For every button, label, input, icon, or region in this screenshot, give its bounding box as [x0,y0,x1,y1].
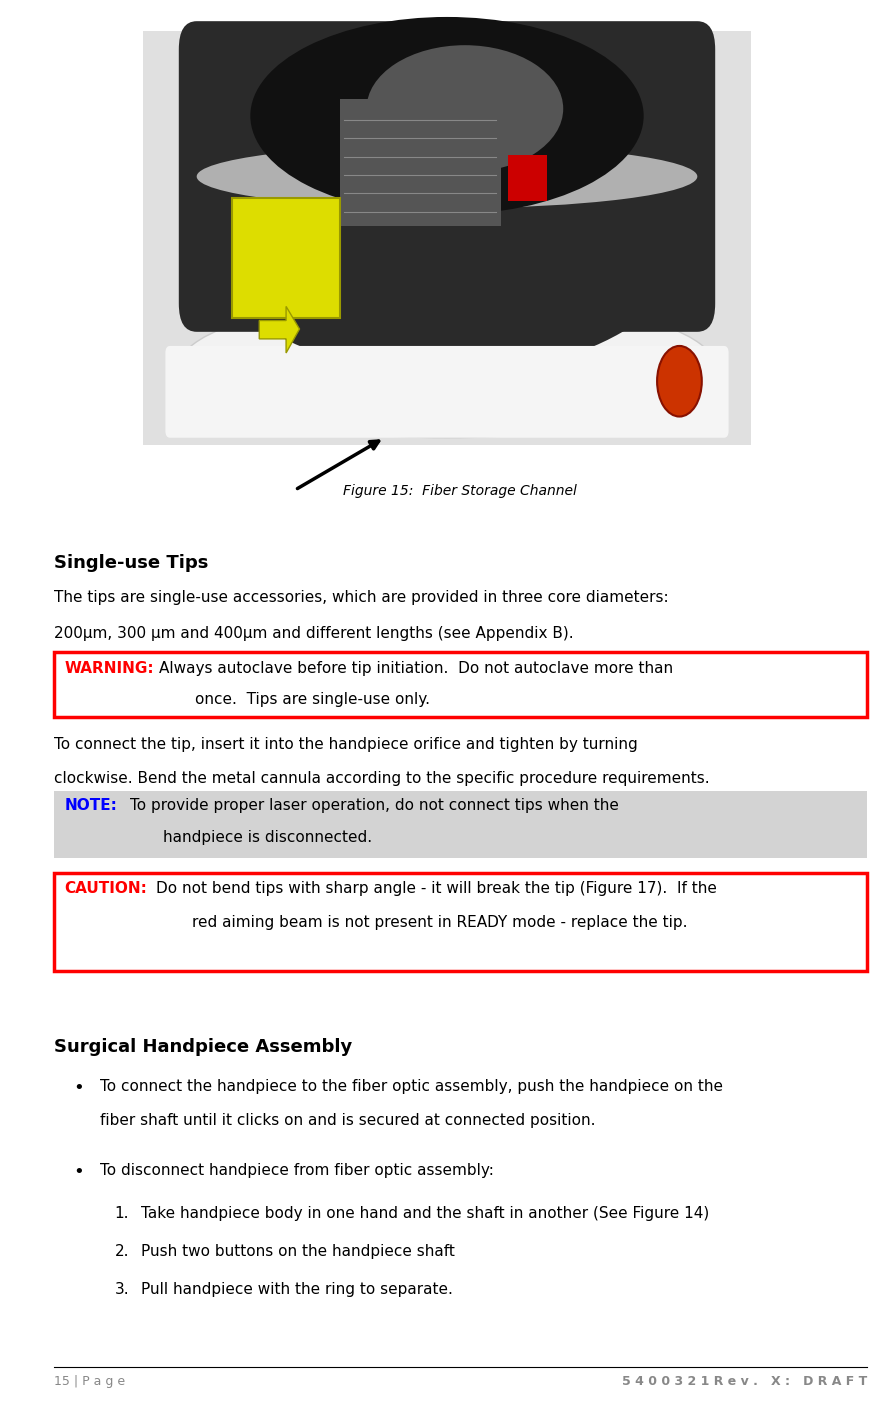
Ellipse shape [367,45,563,172]
Text: The tips are single-use accessories, which are provided in three core diameters:: The tips are single-use accessories, whi… [54,590,668,606]
Polygon shape [259,306,299,353]
Text: WARNING:: WARNING: [64,661,154,676]
Ellipse shape [197,144,697,208]
FancyBboxPatch shape [165,346,729,438]
Text: red aiming beam is not present in READY mode - replace the tip.: red aiming beam is not present in READY … [192,915,687,931]
Text: •: • [73,1079,84,1097]
Text: Always autoclave before tip initiation.  Do not autoclave more than: Always autoclave before tip initiation. … [159,661,673,676]
FancyBboxPatch shape [340,99,501,226]
FancyBboxPatch shape [54,791,867,858]
Text: 200μm, 300 μm and 400μm and different lengths (see Appendix B).: 200μm, 300 μm and 400μm and different le… [54,626,573,641]
Text: To connect the tip, insert it into the handpiece orifice and tighten by turning: To connect the tip, insert it into the h… [54,737,637,753]
Text: Do not bend tips with sharp angle - it will break the tip (Figure 17).  If the: Do not bend tips with sharp angle - it w… [156,881,717,897]
Ellipse shape [179,297,715,438]
Text: Figure 15:  Fiber Storage Channel: Figure 15: Fiber Storage Channel [343,484,578,498]
FancyBboxPatch shape [143,31,751,445]
FancyBboxPatch shape [54,652,867,717]
Ellipse shape [201,92,693,374]
Text: 5 4 0 0 3 2 1 R e v .   X :   D R A F T: 5 4 0 0 3 2 1 R e v . X : D R A F T [622,1375,867,1388]
Text: CAUTION:: CAUTION: [64,881,148,897]
Text: once.  Tips are single-use only.: once. Tips are single-use only. [195,692,430,707]
Text: 2.: 2. [114,1244,129,1260]
FancyBboxPatch shape [508,155,547,201]
Text: To disconnect handpiece from fiber optic assembly:: To disconnect handpiece from fiber optic… [100,1163,494,1179]
Text: fiber shaft until it clicks on and is secured at connected position.: fiber shaft until it clicks on and is se… [100,1113,595,1128]
Circle shape [657,346,702,417]
Text: 3.: 3. [114,1282,129,1298]
Text: Surgical Handpiece Assembly: Surgical Handpiece Assembly [54,1038,352,1056]
Ellipse shape [250,17,644,215]
Text: NOTE:: NOTE: [64,798,117,813]
Text: Single-use Tips: Single-use Tips [54,554,208,572]
Text: clockwise. Bend the metal cannula according to the specific procedure requiremen: clockwise. Bend the metal cannula accord… [54,771,709,786]
FancyBboxPatch shape [179,21,715,332]
Text: Take handpiece body in one hand and the shaft in another (See Figure 14): Take handpiece body in one hand and the … [141,1206,710,1221]
Text: To connect the handpiece to the fiber optic assembly, push the handpiece on the: To connect the handpiece to the fiber op… [100,1079,723,1094]
Text: Pull handpiece with the ring to separate.: Pull handpiece with the ring to separate… [141,1282,453,1298]
FancyBboxPatch shape [232,198,340,318]
Text: Push two buttons on the handpiece shaft: Push two buttons on the handpiece shaft [141,1244,455,1260]
Text: handpiece is disconnected.: handpiece is disconnected. [163,830,372,846]
FancyBboxPatch shape [54,873,867,971]
Text: 15 | P a g e: 15 | P a g e [54,1375,125,1388]
Text: To provide proper laser operation, do not connect tips when the: To provide proper laser operation, do no… [130,798,619,813]
Text: •: • [73,1163,84,1182]
Text: 1.: 1. [114,1206,129,1221]
